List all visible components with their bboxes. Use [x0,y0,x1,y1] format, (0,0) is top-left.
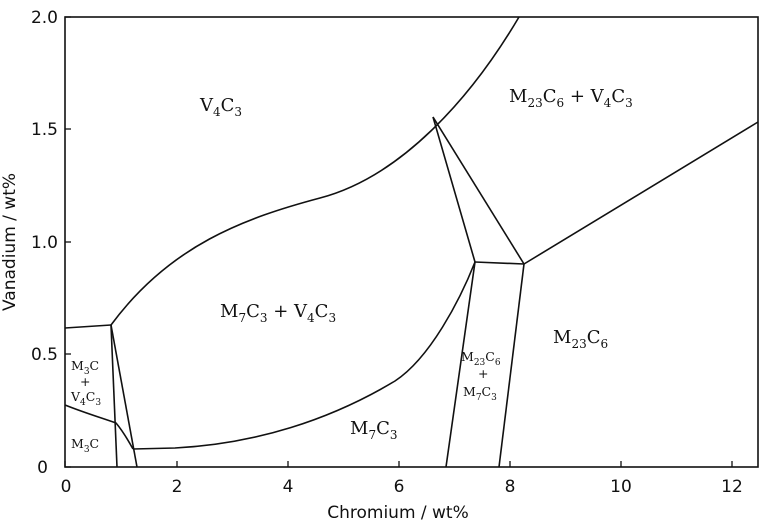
x-tick-label: 2 [172,477,183,497]
y-tick-label: 1.5 [31,120,58,140]
region-m23c6-v4c3-label: M23C6 + V4C3 [509,86,633,110]
boundary-v4c3-m7c3v4c3 [110,16,520,326]
region-m7c3-v4c3-label: M7C3 + V4C3 [220,301,336,325]
y-tick-label: 0.5 [31,345,58,365]
y-tick-label: 2.0 [31,8,58,28]
boundary-m3c-v4c3-bottom [64,404,134,450]
y-tick-label: 0 [37,458,48,478]
x-tick-label: 6 [394,477,405,497]
boundary-m23c6m7c3-left [445,261,476,468]
boundary-m3c-v4c3-top [64,324,112,329]
x-axis-label: Chromium / wt% [327,503,469,523]
y-axis-label: Vanadium / wt% [0,173,20,311]
x-tick-label: 0 [61,477,72,497]
boundary-m23c6-m23c6v4c3 [523,121,759,265]
region-v4c3-label: V4C3 [199,95,242,119]
boundary-m3c-m7c3 [110,324,138,468]
phase-boundaries [64,16,759,468]
region-m7c3-label: M7C3 [350,418,398,442]
boundary-m7c3-m23c6-top [474,261,525,265]
boundary-m7c3-top [132,261,476,450]
x-tick-label: 12 [721,477,743,497]
region-m23c6-m7c3-line2: M7C3 [463,384,497,403]
x-tick-label: 10 [610,477,632,497]
region-m3c-label: M3C [71,436,99,455]
boundary-m23c6m7c3-right [498,263,525,468]
region-m23c6-m7c3-line1: M23C6 [461,349,501,368]
boundary-m23c6v4c3-m7c3v4c3-right [432,116,525,265]
region-m3c-v4c3-line2: V4C3 [70,389,101,408]
region-m23c6-m7c3-plus: + [478,366,488,381]
region-m3c-v4c3-plus: + [80,374,90,389]
region-m3c-v4c3-line1: M3C [71,358,99,377]
region-labels: V4C3 M23C6 + V4C3 M7C3 + V4C3 M23C6 M7C3… [70,86,633,455]
region-m23c6-label: M23C6 [553,327,608,351]
y-axis: 0 0.5 1.0 1.5 2.0 Vanadium / wt% [0,8,71,478]
boundary-m3c-left-vertical [110,324,118,468]
boundary-m23c6v4c3-m7c3v4c3-left [432,116,476,263]
x-axis: 0 2 4 6 8 10 12 Chromium / wt% [61,461,743,523]
x-tick-label: 8 [505,477,516,497]
plot-frame [64,16,759,468]
y-tick-label: 1.0 [31,233,58,253]
x-tick-label: 4 [283,477,294,497]
